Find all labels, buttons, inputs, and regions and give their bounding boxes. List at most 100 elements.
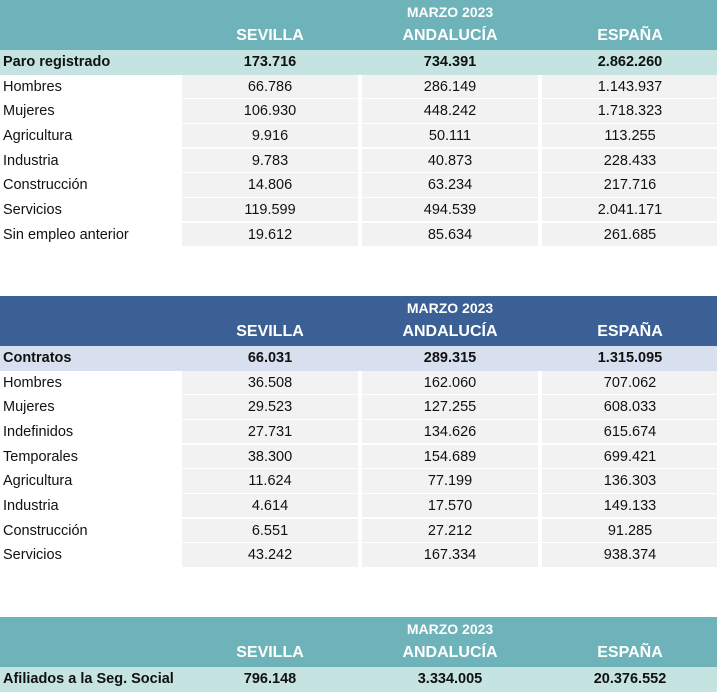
value-sevilla: 9.783 [182, 148, 358, 173]
column-sevilla: SEVILLA [236, 27, 304, 44]
value-andalucia: 27.212 [362, 518, 538, 543]
row-label: Mujeres [3, 399, 55, 416]
value-andalucia: 154.689 [362, 444, 538, 469]
value-sevilla: 11.624 [182, 469, 358, 493]
value-espana: 20.376.552 [593, 671, 667, 687]
table-row: Servicios 43.242 167.334 938.374 [0, 543, 717, 568]
period-label: MARZO 2023 [406, 621, 494, 637]
table-row: Mujeres 29.523 127.255 608.033 [0, 395, 717, 420]
table-row: Construcción 6.551 27.212 91.285 [0, 518, 717, 544]
column-sevilla: SEVILLA [236, 323, 304, 340]
value-sevilla: 106.930 [182, 99, 358, 123]
value-espana: 615.674 [542, 419, 717, 444]
row-label: Industria [3, 497, 59, 514]
value-andalucia: 162.060 [362, 370, 538, 394]
table-row: Industria 9.783 40.873 228.433 [0, 148, 717, 174]
column-espana: ESPAÑA [597, 323, 663, 340]
value-andalucia: 40.873 [362, 148, 538, 173]
value-sevilla: 66.786 [182, 74, 358, 98]
table-row: Industria 4.614 17.570 149.133 [0, 493, 717, 519]
table-row: Temporales 38.300 154.689 699.421 [0, 444, 717, 470]
value-espana: 149.133 [542, 493, 717, 518]
value-espana: 91.285 [542, 518, 717, 543]
row-label: Temporales [3, 448, 78, 465]
value-espana: 217.716 [542, 173, 717, 197]
contracts-table: MARZO 2023 SEVILLA ANDALUCÍA ESPAÑA Cont… [0, 296, 717, 568]
table-row: Agricultura 9.916 50.111 113.255 [0, 123, 717, 149]
table-row: Mujeres 106.930 448.242 1.718.323 [0, 99, 717, 124]
row-label: Agricultura [3, 127, 73, 144]
row-label: Industria [3, 152, 59, 169]
value-andalucia: 50.111 [362, 123, 538, 148]
table-row: Sin empleo anterior 19.612 85.634 261.68… [0, 222, 717, 248]
row-label: Contratos [3, 350, 72, 366]
value-espana: 228.433 [542, 148, 717, 173]
column-espana: ESPAÑA [597, 644, 663, 661]
value-andalucia: 494.539 [362, 197, 538, 222]
total-row-contratos: Contratos 66.031 289.315 1.315.095 [0, 346, 717, 371]
value-sevilla: 796.148 [243, 671, 297, 687]
value-andalucia: 167.334 [362, 543, 538, 567]
value-espana: 938.374 [542, 543, 717, 567]
row-label: Sin empleo anterior [3, 226, 129, 243]
row-label: Indefinidos [3, 423, 74, 440]
value-espana: 113.255 [542, 123, 717, 148]
affiliates-header: MARZO 2023 SEVILLA ANDALUCÍA ESPAÑA [0, 617, 717, 667]
value-sevilla: 119.599 [182, 197, 358, 222]
period-label: MARZO 2023 [406, 300, 494, 316]
value-andalucia: 17.570 [362, 493, 538, 518]
value-sevilla: 173.716 [243, 54, 297, 70]
total-row-afiliados: Afiliados a la Seg. Social 796.148 3.334… [0, 667, 717, 692]
value-sevilla: 6.551 [182, 518, 358, 543]
value-andalucia: 77.199 [362, 469, 538, 493]
table-row: Servicios 119.599 494.539 2.041.171 [0, 197, 717, 223]
value-sevilla: 38.300 [182, 444, 358, 469]
value-andalucia: 127.255 [362, 395, 538, 419]
table-row: Hombres 36.508 162.060 707.062 [0, 370, 717, 396]
period-label: MARZO 2023 [406, 4, 494, 20]
value-andalucia: 289.315 [423, 350, 477, 366]
row-label: Hombres [3, 78, 62, 95]
column-sevilla: SEVILLA [236, 644, 304, 661]
value-andalucia: 734.391 [423, 54, 477, 70]
value-espana: 707.062 [542, 370, 717, 394]
unemployment-table: MARZO 2023 SEVILLA ANDALUCÍA ESPAÑA Paro… [0, 0, 717, 247]
row-label: Mujeres [3, 103, 55, 120]
value-espana: 608.033 [542, 395, 717, 419]
total-row-paro: Paro registrado 173.716 734.391 2.862.26… [0, 50, 717, 75]
value-espana: 699.421 [542, 444, 717, 469]
value-andalucia: 448.242 [362, 99, 538, 123]
row-label: Agricultura [3, 473, 73, 490]
column-andalucia: ANDALUCÍA [402, 27, 498, 44]
value-sevilla: 36.508 [182, 370, 358, 394]
value-sevilla: 27.731 [182, 419, 358, 444]
value-sevilla: 29.523 [182, 395, 358, 419]
value-andalucia: 286.149 [362, 74, 538, 98]
table-row: Indefinidos 27.731 134.626 615.674 [0, 419, 717, 445]
column-espana: ESPAÑA [597, 27, 663, 44]
unemployment-header: MARZO 2023 SEVILLA ANDALUCÍA ESPAÑA [0, 0, 717, 50]
value-andalucia: 85.634 [362, 222, 538, 247]
table-row: Construcción 14.806 63.234 217.716 [0, 173, 717, 198]
row-label: Afiliados a la Seg. Social [3, 671, 174, 687]
value-sevilla: 43.242 [182, 543, 358, 567]
affiliates-table: MARZO 2023 SEVILLA ANDALUCÍA ESPAÑA Afil… [0, 617, 717, 692]
column-andalucia: ANDALUCÍA [402, 644, 498, 661]
table-row: Agricultura 11.624 77.199 136.303 [0, 469, 717, 494]
value-andalucia: 134.626 [362, 419, 538, 444]
value-sevilla: 14.806 [182, 173, 358, 197]
row-label: Hombres [3, 374, 62, 391]
row-label: Construcción [3, 522, 88, 539]
value-espana: 1.143.937 [542, 74, 717, 98]
value-espana: 261.685 [542, 222, 717, 247]
value-sevilla: 19.612 [182, 222, 358, 247]
value-andalucia: 63.234 [362, 173, 538, 197]
value-espana: 1.718.323 [542, 99, 717, 123]
column-andalucia: ANDALUCÍA [402, 323, 498, 340]
row-label: Paro registrado [3, 54, 111, 70]
row-label: Servicios [3, 201, 62, 218]
value-espana: 2.041.171 [542, 197, 717, 222]
value-espana: 2.862.260 [597, 54, 663, 70]
value-sevilla: 9.916 [182, 123, 358, 148]
row-label: Servicios [3, 547, 62, 564]
